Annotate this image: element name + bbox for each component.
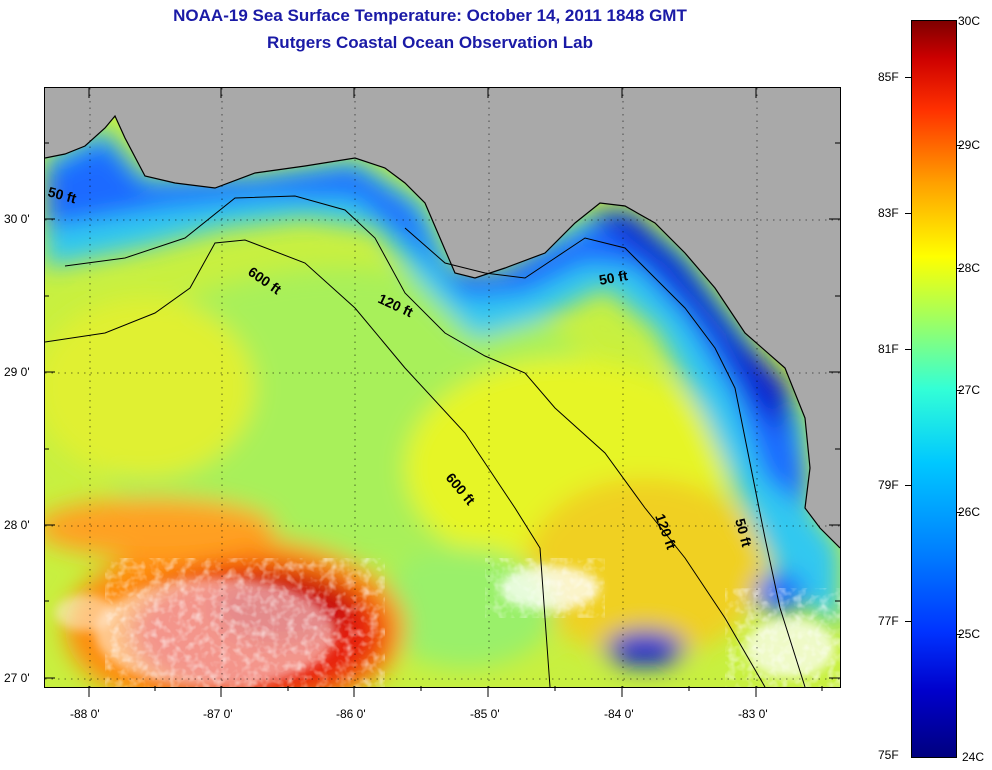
lon-label: -87 0' [203, 707, 233, 721]
graticule [45, 88, 840, 687]
sst-map-canvas: 600 ft 600 ft 120 ft 120 ft 50 ft 50 ft … [45, 88, 840, 687]
lat-label: 27 0' [4, 671, 30, 685]
colorbar-celsius-label: 28C [958, 261, 981, 275]
colorbar-celsius-label: 24C [962, 750, 985, 764]
lat-label: 29 0' [4, 365, 30, 379]
contour-label-50-west: 50 ft [46, 183, 78, 206]
lat-label: 30 0' [4, 212, 30, 226]
map-subtitle: Rutgers Coastal Ocean Observation Lab [267, 33, 593, 52]
colorbar-fahrenheit-label: 81F [878, 342, 899, 356]
colorbar-fahrenheit-label: 75F [878, 748, 899, 762]
colorbar-celsius-label: 27C [958, 383, 981, 397]
sst-map[interactable]: 600 ft 600 ft 120 ft 120 ft 50 ft 50 ft … [44, 87, 841, 688]
lon-label: -85 0' [470, 707, 500, 721]
coastline [45, 114, 840, 549]
colorbar-celsius-label: 25C [958, 627, 981, 641]
map-title: NOAA-19 Sea Surface Temperature: October… [173, 6, 687, 25]
colorbar-celsius-label: 26C [958, 505, 981, 519]
colorbar-celsius-label: 29C [958, 138, 981, 152]
bathymetry-contours [45, 195, 806, 687]
lon-label: -86 0' [336, 707, 366, 721]
colorbar-fahrenheit-label: 79F [878, 478, 899, 492]
lon-label: -88 0' [70, 707, 100, 721]
colorbar-celsius-label: 30C [958, 14, 981, 28]
contour-label-50-east: 50 ft [598, 267, 629, 288]
contour-50ft [404, 227, 806, 687]
lon-label: -84 0' [604, 707, 634, 721]
lon-label: -83 0' [738, 707, 768, 721]
contour-600ft [45, 239, 551, 687]
colorbar-fahrenheit-label: 83F [878, 206, 899, 220]
temperature-colorbar [911, 20, 957, 758]
colorbar-fahrenheit-label: 85F [878, 70, 899, 84]
lat-label: 28 0' [4, 518, 30, 532]
contour-120ft [64, 195, 766, 687]
colorbar-fahrenheit-label: 77F [878, 614, 899, 628]
contour-label-50-south: 50 ft [732, 517, 755, 549]
